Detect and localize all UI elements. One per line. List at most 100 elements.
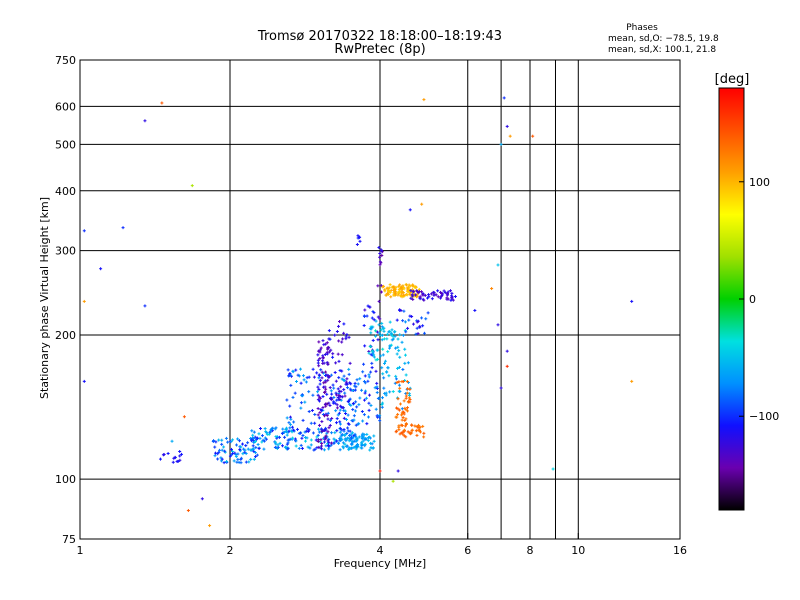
data-point (346, 426, 350, 430)
data-point (335, 406, 339, 410)
data-point (354, 423, 358, 427)
data-point (387, 330, 391, 334)
data-point (178, 458, 182, 462)
data-point (353, 381, 357, 385)
data-point (420, 316, 424, 320)
data-point (361, 370, 365, 374)
y-tick-label: 75 (62, 533, 76, 546)
data-point (230, 447, 234, 451)
x-tick-label: 16 (673, 544, 687, 557)
data-point (271, 426, 275, 430)
data-point (256, 442, 260, 446)
data-point (82, 299, 86, 303)
data-point (269, 428, 273, 432)
data-point (143, 119, 147, 123)
data-point (263, 439, 267, 443)
data-point (398, 365, 402, 369)
data-point (252, 430, 256, 434)
data-point (274, 442, 278, 446)
data-point (327, 441, 331, 445)
data-point (251, 433, 255, 437)
data-point (323, 440, 327, 444)
data-point (338, 430, 342, 434)
data-point (321, 361, 325, 365)
data-point (422, 331, 426, 335)
data-point (311, 393, 315, 397)
data-point (371, 446, 375, 450)
data-point (335, 330, 339, 334)
data-point (379, 333, 383, 337)
data-point (355, 444, 359, 448)
data-point (289, 429, 293, 433)
data-point (407, 392, 411, 396)
data-point (301, 418, 305, 422)
data-point (403, 353, 407, 357)
data-point (321, 339, 325, 343)
data-point (360, 444, 364, 448)
data-point (305, 376, 309, 380)
y-tick-label: 750 (55, 54, 76, 67)
data-point (414, 293, 418, 297)
data-point (385, 337, 389, 341)
data-point (275, 446, 279, 450)
data-point (327, 329, 331, 333)
data-point (358, 235, 362, 239)
data-point (396, 345, 400, 349)
data-point (267, 432, 271, 436)
data-point (369, 370, 373, 374)
data-point (369, 403, 373, 407)
data-point (297, 431, 301, 435)
data-point (362, 324, 366, 328)
data-point (353, 409, 357, 413)
data-point (381, 327, 385, 331)
data-point (286, 441, 290, 445)
data-point (236, 457, 240, 461)
data-point (385, 370, 389, 374)
data-point (401, 291, 405, 295)
data-point (322, 381, 326, 385)
data-point (357, 403, 361, 407)
data-point (316, 353, 320, 357)
data-point (362, 379, 366, 383)
data-point (342, 331, 346, 335)
data-point (473, 308, 477, 312)
data-point (378, 419, 382, 423)
data-point (317, 387, 321, 391)
data-point (395, 352, 399, 356)
data-point (363, 308, 367, 312)
data-point (328, 386, 332, 390)
data-point (387, 374, 391, 378)
data-point (420, 290, 424, 294)
data-point (322, 390, 326, 394)
data-point (375, 348, 379, 352)
data-point (285, 398, 289, 402)
grid-layer (80, 59, 680, 540)
data-point (336, 413, 340, 417)
data-point (242, 447, 246, 451)
data-point (551, 467, 555, 471)
data-point (406, 285, 410, 289)
data-point (363, 391, 367, 395)
data-point (386, 366, 390, 370)
data-point (377, 246, 381, 250)
data-point (317, 423, 321, 427)
data-point (304, 380, 308, 384)
data-point (394, 377, 398, 381)
data-point (422, 431, 426, 435)
data-point (302, 378, 306, 382)
data-point (376, 397, 380, 401)
data-point (289, 417, 293, 421)
data-point (356, 422, 360, 426)
data-point (397, 428, 401, 432)
data-point (208, 524, 212, 528)
data-point (318, 378, 322, 382)
data-point (351, 401, 355, 405)
data-point (407, 288, 411, 292)
data-point (320, 441, 324, 445)
data-point (420, 293, 424, 297)
data-point (229, 440, 233, 444)
data-point (404, 422, 408, 426)
data-point (382, 386, 386, 390)
data-point (250, 437, 254, 441)
data-point (255, 453, 259, 457)
